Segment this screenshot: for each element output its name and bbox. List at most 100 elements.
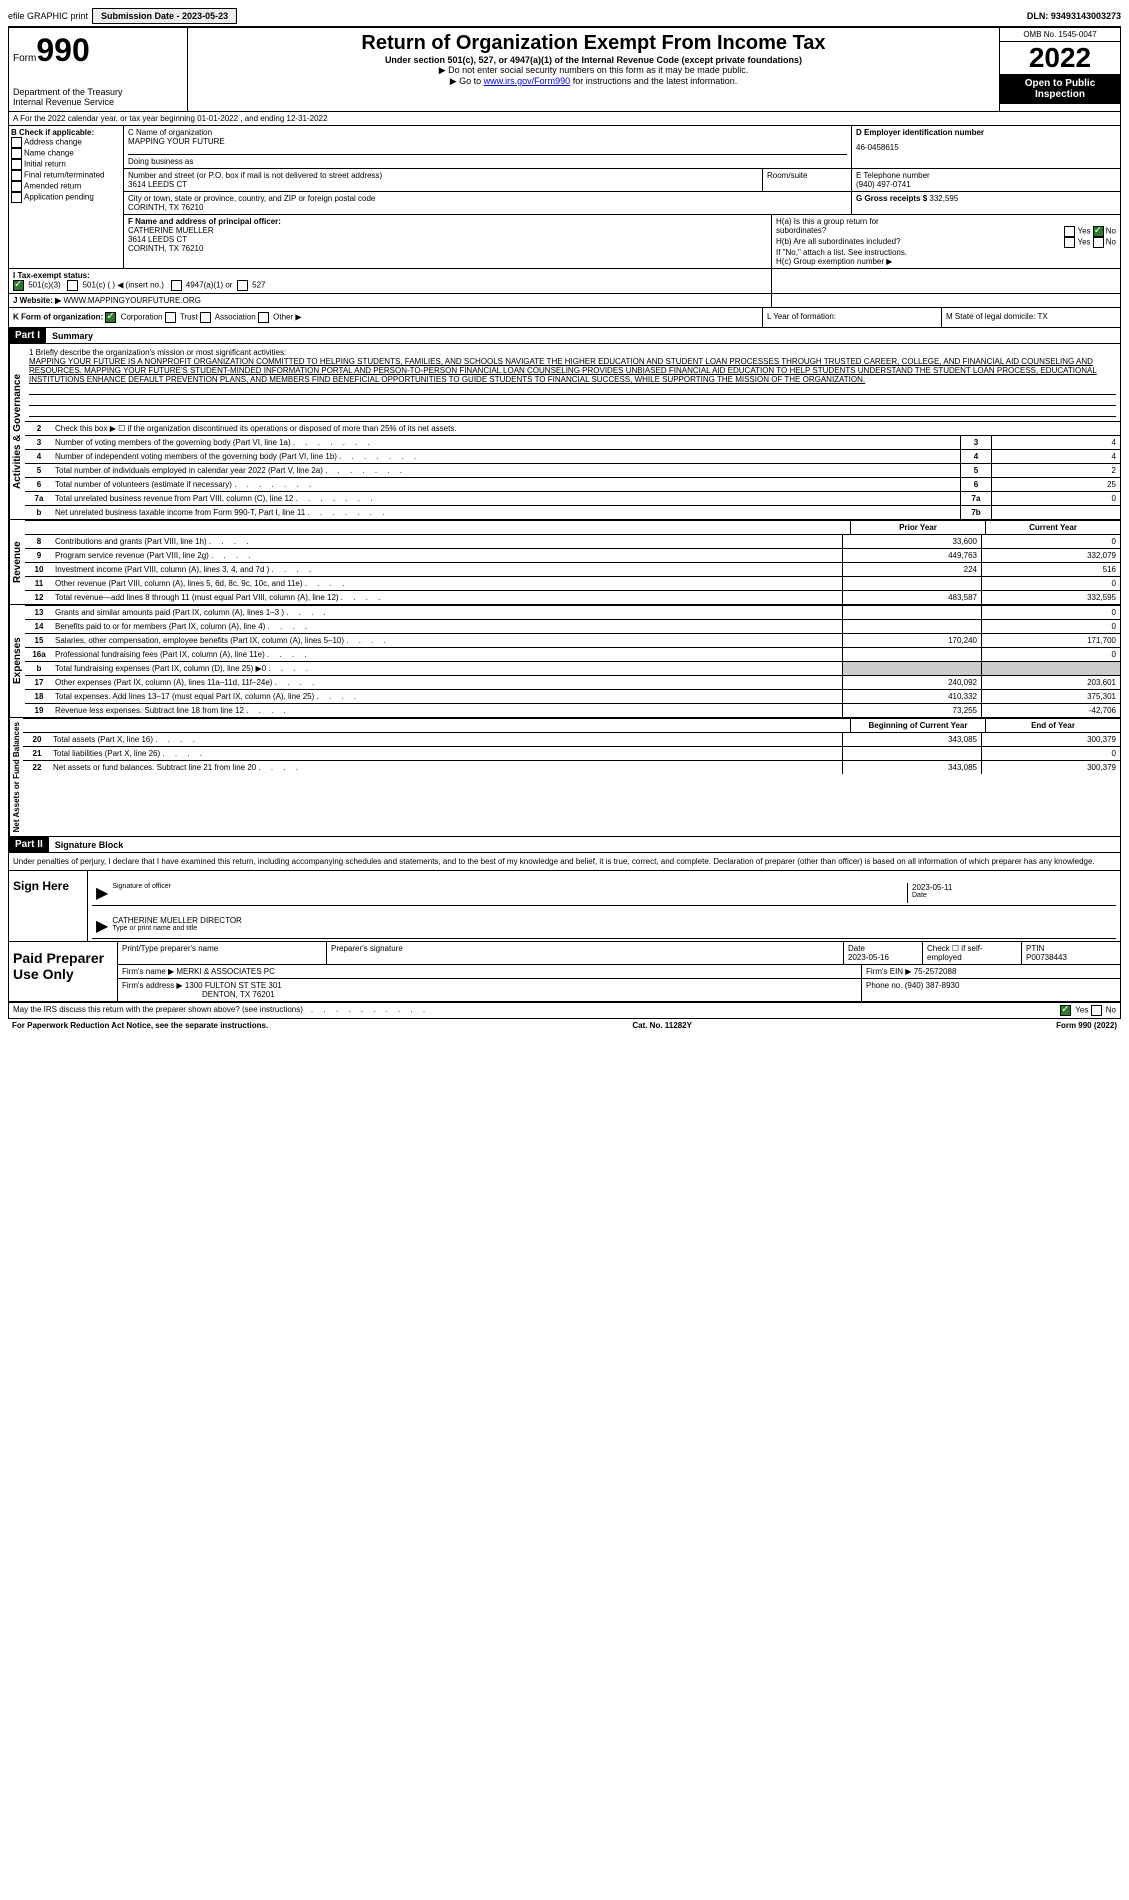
- year-box: OMB No. 1545-0047 2022 Open to Public In…: [999, 28, 1120, 111]
- checkbox[interactable]: [11, 159, 22, 170]
- note2-post: for instructions and the latest informat…: [570, 76, 737, 86]
- checkbox-yes[interactable]: [1064, 226, 1075, 237]
- sign-here-label: Sign Here: [9, 871, 88, 941]
- b-label: B Check if applicable:: [11, 128, 121, 137]
- form-ref: Form 990 (2022): [1056, 1021, 1117, 1030]
- open-public-label: Open to Public Inspection: [1000, 74, 1120, 104]
- summary-row: bNet unrelated business taxable income f…: [25, 505, 1120, 519]
- b-opt: Address change: [11, 137, 121, 148]
- summary-row: 17Other expenses (Part IX, column (A), l…: [25, 675, 1120, 689]
- summary-row: 3Number of voting members of the governi…: [25, 435, 1120, 449]
- irs-link[interactable]: www.irs.gov/Form990: [484, 76, 571, 86]
- k-label: K Form of organization:: [13, 313, 103, 322]
- penalty-text: Under penalties of perjury, I declare th…: [9, 853, 1120, 870]
- j-label: J Website: ▶: [13, 296, 61, 305]
- checkbox[interactable]: [165, 312, 176, 323]
- title-box: Return of Organization Exempt From Incom…: [188, 28, 999, 111]
- part2-header: Part II: [9, 837, 49, 852]
- part1-header-row: Part I Summary: [8, 328, 1121, 344]
- discuss-row: May the IRS discuss this return with the…: [8, 1002, 1121, 1019]
- efile-label: efile GRAPHIC print: [8, 11, 88, 21]
- checkbox-corp[interactable]: [105, 312, 116, 323]
- omb-number: OMB No. 1545-0047: [1000, 28, 1120, 42]
- summary-row: 8Contributions and grants (Part VIII, li…: [25, 534, 1120, 548]
- checkbox-yes[interactable]: [1064, 237, 1075, 248]
- checkbox[interactable]: [67, 280, 78, 291]
- summary-row: 10Investment income (Part VIII, column (…: [25, 562, 1120, 576]
- ein-cell: D Employer identification number 46-0458…: [852, 126, 1120, 168]
- governance-tab: Activities & Governance: [9, 344, 25, 519]
- form-subtitle: Under section 501(c), 527, or 4947(a)(1)…: [192, 55, 995, 65]
- checkbox-no[interactable]: [1091, 1005, 1102, 1016]
- addr-label: Number and street (or P.O. box if mail i…: [128, 171, 758, 180]
- note-2: ▶ Go to www.irs.gov/Form990 for instruct…: [192, 76, 995, 87]
- g-label: G Gross receipts $: [856, 194, 927, 203]
- ha-sub: subordinates?: [776, 226, 826, 237]
- checkbox-no[interactable]: [1093, 237, 1104, 248]
- room-cell: Room/suite: [763, 169, 852, 191]
- checkbox-501c3[interactable]: [13, 280, 24, 291]
- expenses-tab: Expenses: [9, 605, 25, 717]
- paid-preparer-label: Paid Preparer Use Only: [9, 942, 118, 1001]
- summary-row: 13Grants and similar amounts paid (Part …: [25, 605, 1120, 619]
- name-title-label: Type or print name and title: [112, 925, 1112, 932]
- net-assets-tab: Net Assets or Fund Balances: [9, 718, 23, 836]
- summary-row: 15Salaries, other compensation, employee…: [25, 633, 1120, 647]
- col-cdefg: C Name of organization MAPPING YOUR FUTU…: [124, 126, 1120, 268]
- entity-section: B Check if applicable: Address change Na…: [8, 126, 1121, 269]
- checkbox[interactable]: [11, 170, 22, 181]
- sig-officer-label: Signature of officer: [112, 883, 907, 890]
- col-b: B Check if applicable: Address change Na…: [9, 126, 124, 268]
- b-opt: Final return/terminated: [11, 170, 121, 181]
- form-header: Form990 Department of the Treasury Inter…: [8, 27, 1121, 112]
- net-assets-section: Net Assets or Fund Balances Beginning of…: [8, 718, 1121, 837]
- signature-block: Under penalties of perjury, I declare th…: [8, 853, 1121, 1002]
- klm-row: K Form of organization: Corporation Trus…: [8, 308, 1121, 328]
- submission-date-button[interactable]: Submission Date - 2023-05-23: [92, 8, 237, 24]
- summary-row: 20Total assets (Part X, line 16) . . . .…: [23, 732, 1120, 746]
- governance-section: Activities & Governance 1 Briefly descri…: [8, 344, 1121, 520]
- b-opt: Initial return: [11, 159, 121, 170]
- summary-row: 18Total expenses. Add lines 13–17 (must …: [25, 689, 1120, 703]
- bottom-row: For Paperwork Reduction Act Notice, see …: [8, 1019, 1121, 1032]
- firm-ein-cell: Firm's EIN ▶ 75-2572088: [862, 965, 1120, 978]
- discuss-text: May the IRS discuss this return with the…: [13, 1005, 303, 1016]
- note2-pre: ▶ Go to: [450, 76, 484, 86]
- checkbox[interactable]: [11, 192, 22, 203]
- part1-header: Part I: [9, 328, 46, 343]
- checkbox[interactable]: [11, 148, 22, 159]
- e-label: E Telephone number: [856, 171, 1116, 180]
- checkbox-no[interactable]: [1093, 226, 1104, 237]
- officer-addr2: CORINTH, TX 76210: [128, 244, 767, 253]
- summary-row: 6Total number of volunteers (estimate if…: [25, 477, 1120, 491]
- summary-row: 21Total liabilities (Part X, line 26) . …: [23, 746, 1120, 760]
- checkbox-yes[interactable]: [1060, 1005, 1071, 1016]
- ha-label: H(a) Is this a group return for: [776, 217, 879, 226]
- net-col-headers: Beginning of Current Year End of Year: [23, 718, 1120, 732]
- d-label: D Employer identification number: [856, 128, 1116, 137]
- form-number-box: Form990 Department of the Treasury Inter…: [9, 28, 188, 111]
- checkbox[interactable]: [237, 280, 248, 291]
- officer-addr1: 3614 LEEDS CT: [128, 235, 767, 244]
- summary-row: 22Net assets or fund balances. Subtract …: [23, 760, 1120, 774]
- city-label: City or town, state or province, country…: [128, 194, 847, 203]
- cat-no: Cat. No. 11282Y: [632, 1021, 692, 1030]
- current-year-header: Current Year: [985, 521, 1120, 534]
- checkbox[interactable]: [11, 181, 22, 192]
- checkbox[interactable]: [171, 280, 182, 291]
- note-1: ▶ Do not enter social security numbers o…: [192, 65, 995, 76]
- website-value: WWW.MAPPINGYOURFUTURE.ORG: [63, 296, 200, 305]
- checkbox[interactable]: [258, 312, 269, 323]
- status-row: I Tax-exempt status: 501(c)(3) 501(c) ( …: [8, 269, 1121, 294]
- summary-row: 4Number of independent voting members of…: [25, 449, 1120, 463]
- mission-block: 1 Briefly describe the organization's mi…: [25, 344, 1120, 421]
- checkbox[interactable]: [200, 312, 211, 323]
- summary-row: bTotal fundraising expenses (Part IX, co…: [25, 661, 1120, 675]
- summary-row: 7aTotal unrelated business revenue from …: [25, 491, 1120, 505]
- checkbox[interactable]: [11, 137, 22, 148]
- org-name: MAPPING YOUR FUTURE: [128, 137, 847, 146]
- b-opt: Amended return: [11, 181, 121, 192]
- prep-sig-header: Preparer's signature: [327, 942, 844, 964]
- self-emp-cell: Check ☐ if self-employed: [923, 942, 1022, 964]
- summary-row: 14Benefits paid to or for members (Part …: [25, 619, 1120, 633]
